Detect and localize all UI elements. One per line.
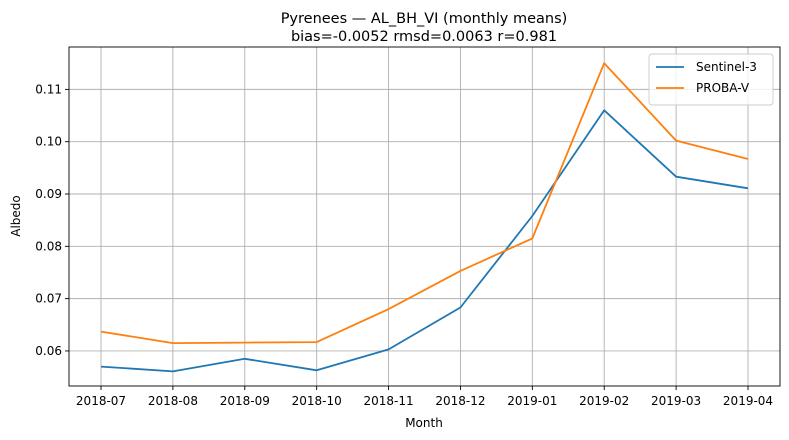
x-tick-label: 2019-01 — [507, 394, 557, 408]
chart-subtitle: bias=-0.0052 rmsd=0.0063 r=0.981 — [291, 29, 557, 45]
y-tick-label: 0.10 — [35, 135, 62, 149]
y-tick-label: 0.09 — [35, 187, 62, 201]
series-line-sentinel-3 — [100, 109, 749, 373]
x-tick-label: 2018-12 — [435, 394, 485, 408]
series-layer — [100, 62, 749, 373]
x-tick-label: 2018-09 — [220, 394, 270, 408]
y-tick-label: 0.11 — [35, 82, 62, 96]
legend: Sentinel-3 PROBA-V — [648, 53, 774, 106]
x-axis-label: Month — [405, 416, 443, 430]
x-tick-label: 2019-02 — [579, 394, 629, 408]
x-tick-label: 2018-11 — [363, 394, 413, 408]
grid-layer — [69, 47, 780, 386]
series-line-proba-v — [100, 62, 749, 345]
x-tick-label: 2018-08 — [148, 394, 198, 408]
y-tick-label: 0.07 — [35, 292, 62, 306]
legend-label-sentinel-3: Sentinel-3 — [696, 60, 757, 74]
x-tick-label: 2018-10 — [292, 394, 342, 408]
chart-title: Pyrenees — AL_BH_VI (monthly means) — [281, 11, 568, 27]
x-tick-label: 2019-03 — [651, 394, 701, 408]
y-axis-label: Albedo — [9, 195, 23, 237]
x-tick-label: 2018-07 — [76, 394, 126, 408]
y-tick-label: 0.06 — [35, 344, 62, 358]
plot-frame — [68, 46, 781, 387]
legend-label-proba-v: PROBA-V — [696, 81, 750, 95]
tick-layer: 2018-07 2018-08 2018-09 2018-10 2018-11 2018-… — [35, 82, 773, 408]
y-tick-label: 0.08 — [35, 239, 62, 253]
x-tick-label: 2019-04 — [723, 394, 773, 408]
